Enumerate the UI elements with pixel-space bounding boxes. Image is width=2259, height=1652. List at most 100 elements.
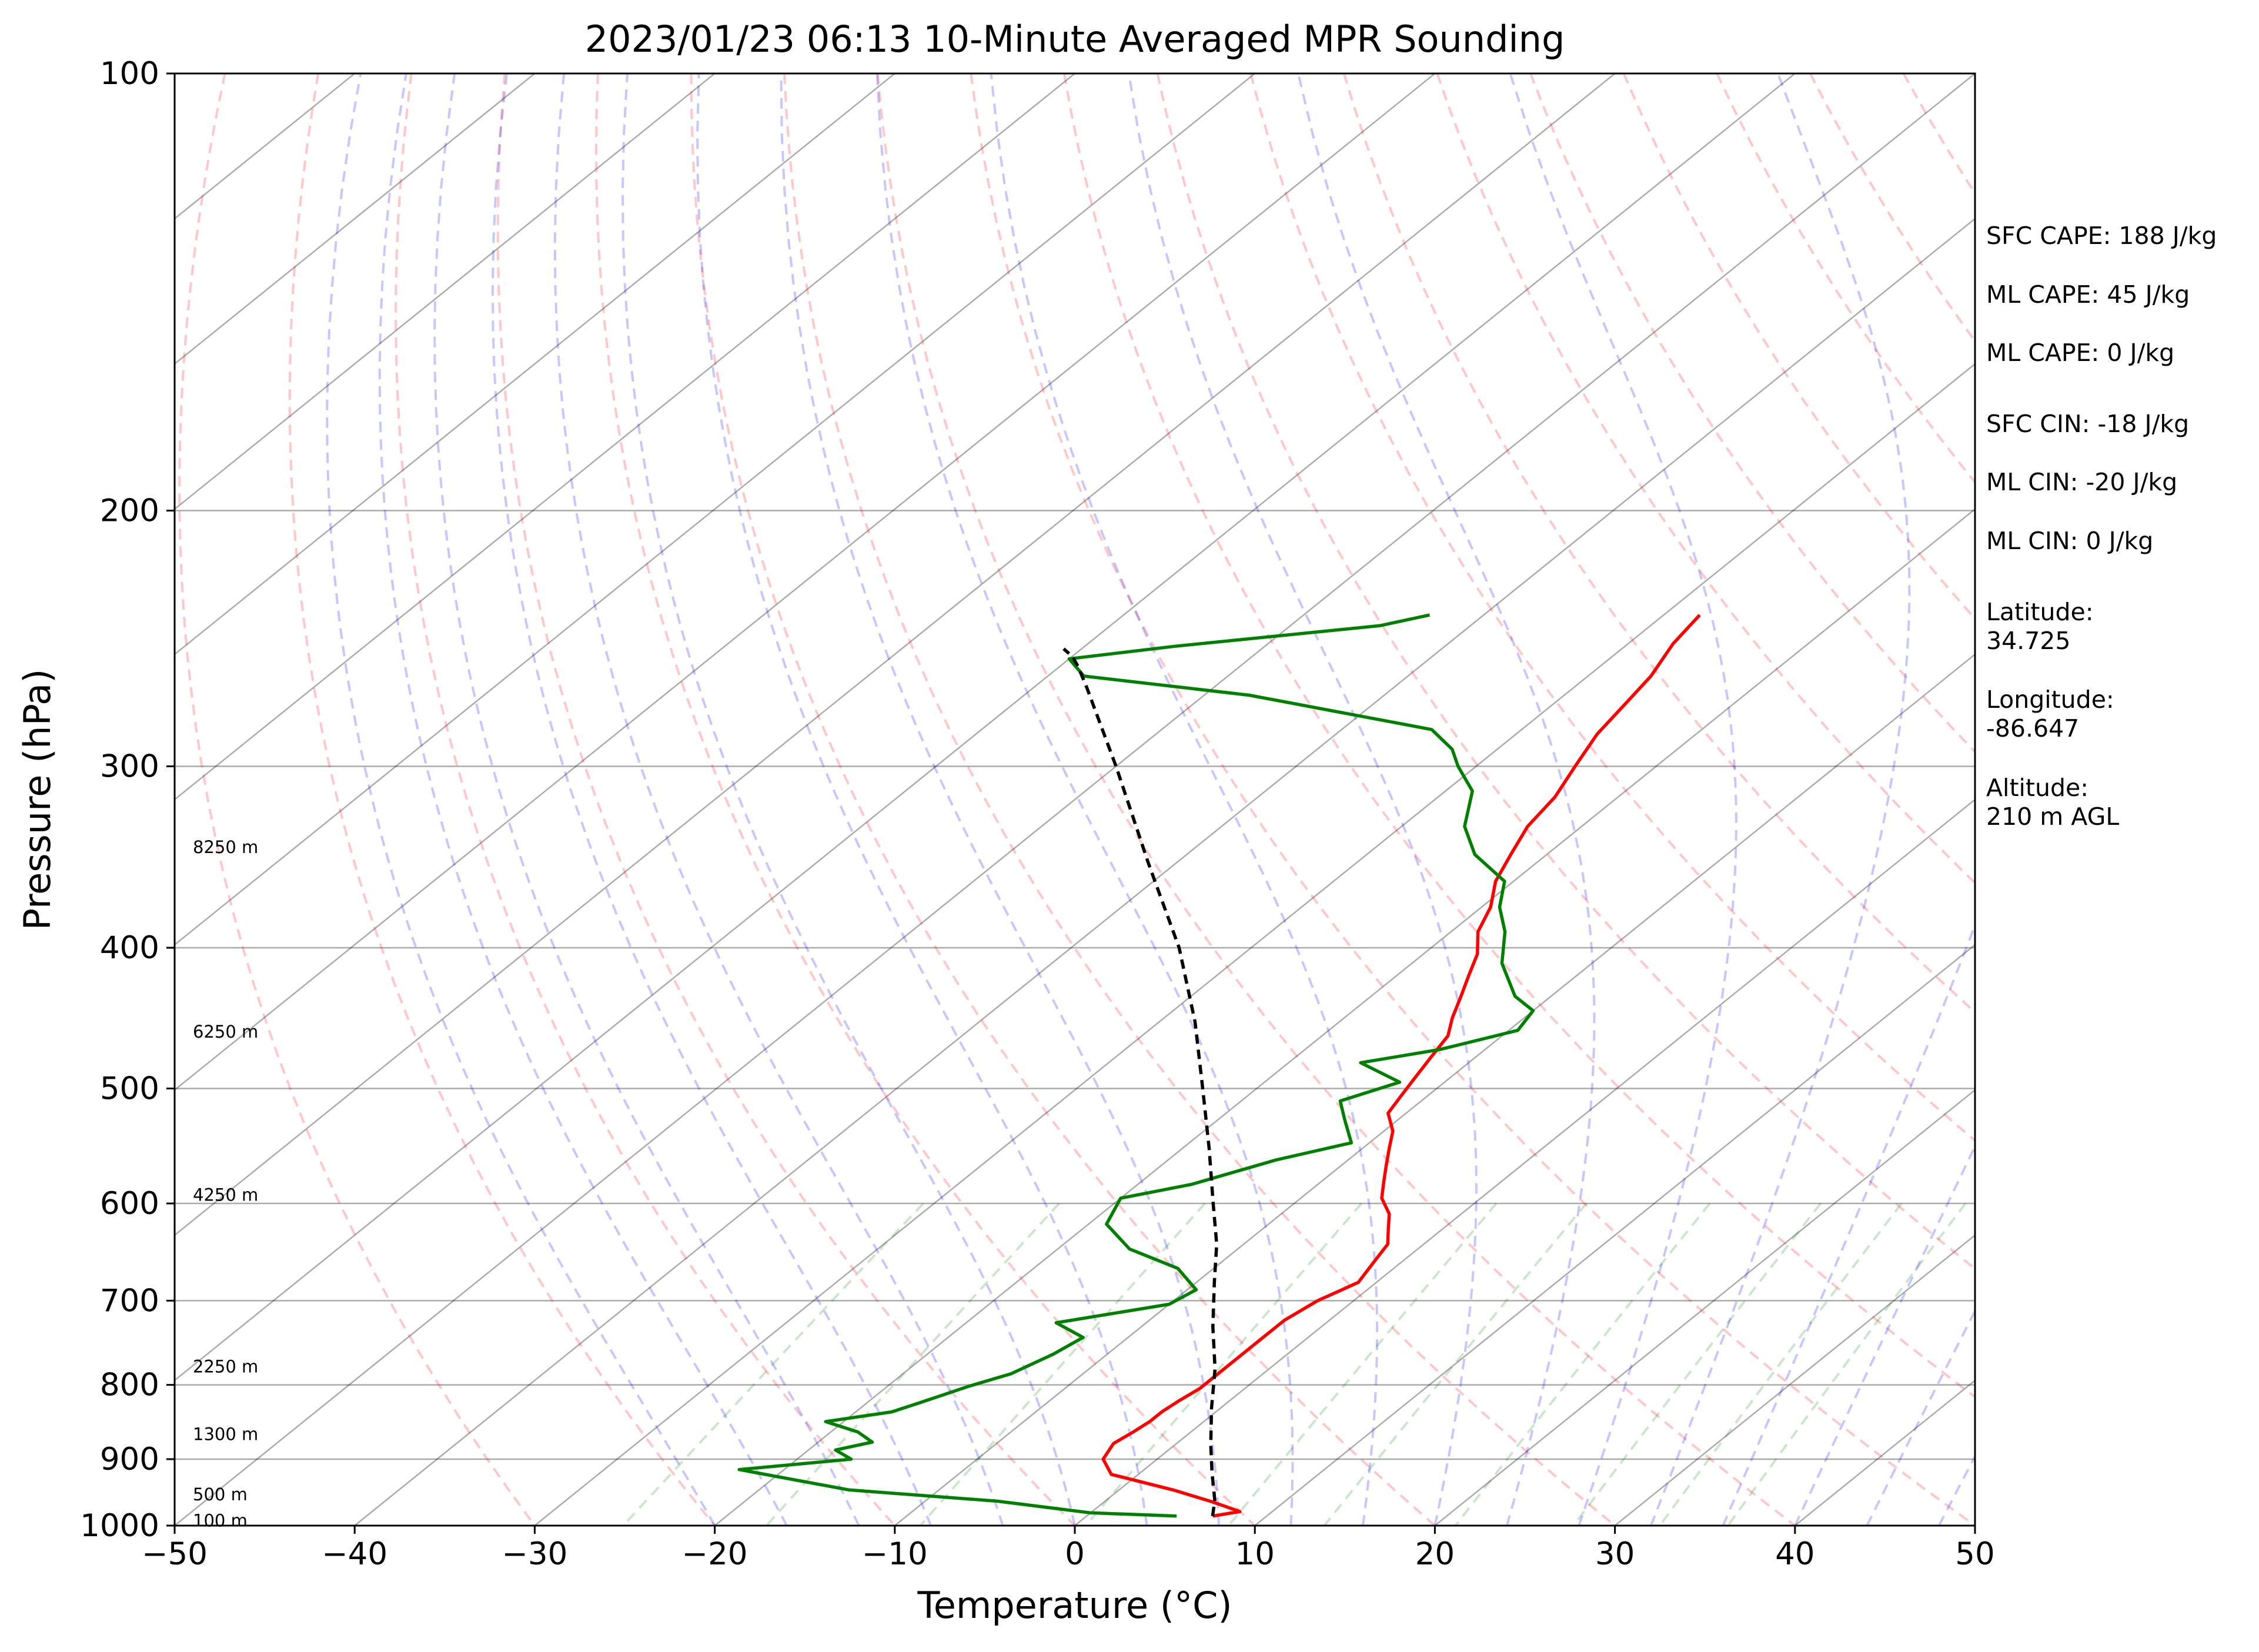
isotherm-line: [1614, 1234, 1975, 1526]
moist-adiabat-line: [1649, 73, 1911, 1526]
mixing-ratio-line: [1659, 1202, 1903, 1526]
y-tick-label: 300: [100, 748, 159, 784]
moist-adiabat-line: [780, 73, 1220, 1526]
isotherm-line: [175, 73, 1616, 1236]
isotherm-line: [175, 73, 1975, 1526]
dry-adiabat-line: [1809, 73, 1975, 343]
isobar-grid: [175, 510, 1975, 1460]
x-tick-label: −10: [862, 1536, 928, 1572]
height-label: 1300 m: [193, 1424, 258, 1444]
y-axis-label: Pressure (hPa): [16, 669, 59, 931]
isotherm-line: [1074, 798, 1975, 1526]
moist-adiabat-line: [1127, 73, 1478, 1526]
stat-ml-cin: ML CIN: -20 J/kg: [1986, 468, 2177, 496]
dry-adiabat-line: [1622, 73, 1975, 621]
latitude-label: Latitude:: [1986, 598, 2094, 626]
stat-sfc-cape: SFC CAPE: 188 J/kg: [1986, 222, 2217, 250]
dry-adiabat-line: [1249, 73, 1975, 1142]
mixing-ratio-line: [1454, 1202, 1711, 1526]
isotherm-line: [1254, 944, 1975, 1526]
mixing-ratio-line: [1085, 1202, 1363, 1526]
dry-adiabat-line: [783, 73, 1616, 1526]
isotherm-line: [714, 508, 1975, 1526]
longitude-label: Longitude:: [1986, 685, 2114, 714]
dry-adiabat-line: [288, 73, 716, 1526]
isotherm-line: [175, 73, 1075, 801]
dry-adiabat-line: [1062, 73, 1975, 1399]
height-label: 6250 m: [193, 1022, 258, 1042]
dry-adiabat-line: [496, 73, 1076, 1526]
temperature-profile: [1101, 614, 1701, 1518]
y-tick-label: 400: [100, 930, 159, 966]
y-tick-label: 100: [100, 56, 159, 92]
y-tick-label: 800: [100, 1367, 159, 1403]
x-axis-ticks: −50 −40 −30 −20 −10 0 10 20 30 40 50: [142, 1526, 1995, 1572]
moist-adiabat-line: [1722, 922, 1975, 1526]
isotherm-line: [354, 218, 1975, 1526]
parcel-profile: [1062, 647, 1219, 1517]
x-tick-label: −20: [682, 1536, 748, 1572]
mixing-ratio-lines: [622, 1202, 1967, 1526]
isotherm-line: [534, 363, 1975, 1526]
isotherm-line: [894, 653, 1975, 1526]
isotherm-line: [175, 73, 1436, 1091]
dry-adiabat-line: [690, 73, 1436, 1526]
dry-adiabats: [178, 73, 1975, 1526]
isotherm-line: [1434, 1089, 1975, 1526]
mixing-ratio-line: [1727, 1202, 1967, 1526]
x-tick-label: −50: [142, 1536, 208, 1572]
moist-adiabats: [326, 73, 1975, 1526]
y-tick-label: 1000: [80, 1508, 159, 1544]
stat-ml-cin-2: ML CIN: 0 J/kg: [1986, 527, 2153, 555]
height-labels: 100 m 500 m 1300 m 2250 m 4250 m 6250 m 8250 m: [193, 837, 258, 1530]
moist-adiabat-line: [1793, 1143, 1975, 1526]
stat-ml-cape-2: ML CAPE: 0 J/kg: [1986, 339, 2174, 367]
height-label: 8250 m: [193, 837, 258, 857]
moist-adiabat-line: [433, 73, 860, 1526]
dry-adiabat-line: [876, 73, 1796, 1526]
latitude-value: 34.725: [1986, 627, 2070, 655]
moist-adiabat-line: [553, 73, 1004, 1526]
isotherm-line: [175, 73, 1796, 1382]
x-tick-label: 10: [1235, 1536, 1274, 1572]
stats-panel: SFC CAPE: 188 J/kg ML CAPE: 45 J/kg ML C…: [1986, 222, 2217, 831]
x-tick-label: 40: [1775, 1536, 1814, 1572]
isotherm-line: [175, 73, 1255, 946]
y-tick-label: 700: [100, 1283, 159, 1319]
chart-title: 2023/01/23 06:13 10-Minute Averaged MPR …: [585, 18, 1565, 61]
altitude-value: 210 m AGL: [1986, 802, 2119, 831]
sounding-profiles: [737, 613, 1701, 1518]
moist-adiabat-line: [1296, 73, 1596, 1526]
x-tick-label: −40: [322, 1536, 387, 1572]
skewed-isotherms: [175, 73, 1975, 1526]
x-tick-label: 0: [1065, 1536, 1085, 1572]
x-tick-label: 30: [1595, 1536, 1635, 1572]
isotherm-line: [175, 73, 536, 365]
mixing-ratio-line: [919, 1202, 1206, 1526]
stat-sfc-cin: SFC CIN: -18 J/kg: [1986, 410, 2189, 438]
x-tick-label: 50: [1955, 1536, 1994, 1572]
mixing-ratio-line: [766, 1202, 1060, 1526]
height-label: 100 m: [193, 1510, 248, 1530]
moist-adiabat-line: [326, 73, 716, 1526]
altitude-label: Altitude:: [1986, 774, 2088, 802]
height-label: 500 m: [193, 1484, 248, 1504]
moist-adiabat-line: [696, 73, 1148, 1526]
moist-adiabat-line: [378, 73, 788, 1526]
moist-adiabat-line: [1509, 73, 1737, 1526]
dry-adiabat-line: [1529, 73, 1975, 754]
y-axis-ticks: 100 200 300 400 500 600 700 800 900 1000: [80, 56, 175, 1544]
moist-adiabat-line: [621, 73, 1076, 1526]
dry-adiabat-line: [970, 73, 1975, 1526]
height-label: 4250 m: [193, 1185, 258, 1205]
y-tick-label: 600: [100, 1186, 159, 1222]
dry-adiabat-line: [395, 73, 896, 1526]
isotherm-line: [175, 73, 716, 510]
height-label: 2250 m: [193, 1356, 258, 1376]
dry-adiabat-line: [595, 73, 1256, 1526]
dry-adiabat-line: [178, 73, 536, 1526]
plot-area: [175, 73, 1975, 1526]
moist-adiabat-line: [491, 73, 932, 1526]
x-tick-label: 20: [1415, 1536, 1455, 1572]
